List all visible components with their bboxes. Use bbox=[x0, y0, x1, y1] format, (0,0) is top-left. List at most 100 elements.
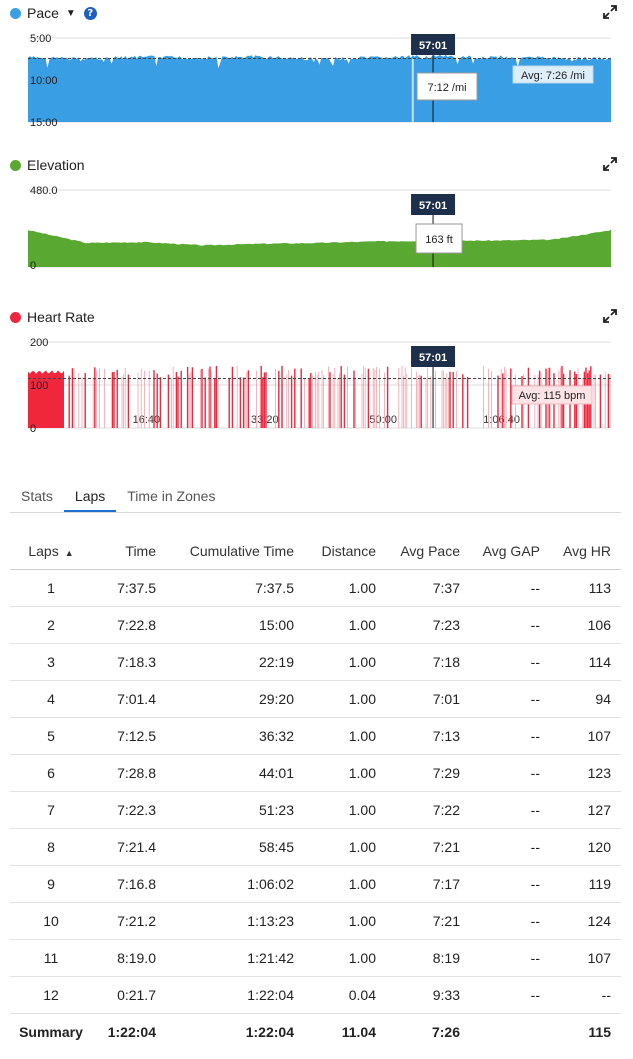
table-cell: 1.00 bbox=[304, 643, 386, 681]
table-cell: 7:21 bbox=[386, 828, 470, 866]
table-cell: 7:37.5 bbox=[166, 569, 304, 607]
table-cell: 44:01 bbox=[166, 754, 304, 792]
table-cell: 7:18 bbox=[386, 643, 470, 681]
table-cell: 1.00 bbox=[304, 828, 386, 866]
x-tick-label: 16:40 bbox=[133, 414, 161, 426]
laps-table-header: Laps ▲ Time Cumulative Time Distance Avg … bbox=[10, 533, 621, 570]
y-tick-label: 10:00 bbox=[30, 75, 58, 87]
table-cell: 7:01.4 bbox=[92, 680, 166, 718]
y-tick-label: 0 bbox=[30, 423, 36, 434]
elevation-chart-header: Elevation bbox=[10, 154, 623, 176]
expand-icon[interactable] bbox=[603, 309, 617, 323]
pace-chart[interactable]: 16:4033:2050:001:06:405:0010:0015:00Avg:… bbox=[0, 30, 633, 130]
heart-rate-area bbox=[28, 370, 64, 428]
pace-area bbox=[28, 54, 611, 123]
table-cell: 1.00 bbox=[304, 717, 386, 755]
table-row: 1 7:37.5 7:37.5 1.00 7:37 -- 113 bbox=[10, 569, 621, 607]
y-tick-label: 15:00 bbox=[30, 117, 58, 129]
table-cell: 1:22:04 bbox=[107, 1024, 156, 1040]
cursor-time-badge: 57:01 bbox=[411, 346, 456, 367]
tab-stats[interactable]: Stats bbox=[21, 488, 53, 504]
pace-chart-header: Pace ▼ ? bbox=[10, 2, 623, 24]
column-header-cumulative-time[interactable]: Cumulative Time bbox=[166, 533, 304, 570]
table-cell: 1:22:04 bbox=[245, 1024, 294, 1040]
column-header-avg-pace[interactable]: Avg Pace bbox=[386, 533, 470, 570]
table-cell: 29:20 bbox=[166, 680, 304, 718]
heart-rate-legend-dot bbox=[10, 311, 21, 323]
tab-laps[interactable]: Laps bbox=[63, 482, 117, 512]
table-cell: 1:06:02 bbox=[166, 865, 304, 903]
table-cell: -- bbox=[470, 939, 550, 977]
table-cell: 7:01 bbox=[386, 680, 470, 718]
table-row: 12 0:21.7 1:22:04 0.04 9:33 -- -- bbox=[10, 976, 621, 1014]
table-cell: 1:21:42 bbox=[166, 939, 304, 977]
table-cell: 1.00 bbox=[304, 939, 386, 977]
table-row: 11 8:19.0 1:21:42 1.00 8:19 -- 107 bbox=[10, 939, 621, 977]
pace-legend-dot bbox=[10, 7, 21, 19]
elevation-tooltip: 163 ft bbox=[415, 223, 463, 254]
column-header-avg-hr[interactable]: Avg HR bbox=[550, 533, 621, 570]
heart-rate-chart-title: Heart Rate bbox=[27, 309, 95, 325]
elevation-legend-dot bbox=[10, 159, 21, 171]
table-cell: -- bbox=[470, 976, 550, 1014]
table-cell: 1.00 bbox=[304, 902, 386, 940]
table-cell: 120 bbox=[550, 828, 621, 866]
table-cell: 7:18.3 bbox=[92, 643, 166, 681]
heart-rate-chart[interactable]: 16:4033:2050:001:06:402001000Avg: 115 bp… bbox=[0, 334, 633, 434]
table-cell: 9:33 bbox=[386, 976, 470, 1014]
pace-tooltip: 7:12 /mi bbox=[416, 72, 478, 101]
table-row: 3 7:18.3 22:19 1.00 7:18 -- 114 bbox=[10, 643, 621, 681]
table-cell: 0:21.7 bbox=[92, 976, 166, 1014]
table-cell: 5 bbox=[10, 717, 92, 755]
table-cell: 7:21.4 bbox=[92, 828, 166, 866]
table-cell: 7:13 bbox=[386, 717, 470, 755]
table-row: 6 7:28.8 44:01 1.00 7:29 -- 123 bbox=[10, 754, 621, 792]
table-cell: Summary bbox=[19, 1024, 83, 1040]
table-cell: 11.04 bbox=[341, 1024, 376, 1040]
column-header-avg-gap[interactable]: Avg GAP bbox=[470, 533, 550, 570]
table-cell: 123 bbox=[550, 754, 621, 792]
table-cell: 124 bbox=[550, 902, 621, 940]
table-cell: 4 bbox=[10, 680, 92, 718]
column-header-time[interactable]: Time bbox=[92, 533, 166, 570]
column-header-laps[interactable]: Laps ▲ bbox=[10, 533, 92, 570]
expand-icon[interactable] bbox=[603, 5, 617, 19]
table-cell: -- bbox=[470, 754, 550, 792]
table-cell: 11 bbox=[10, 939, 92, 977]
table-cell: 114 bbox=[550, 643, 621, 681]
table-cell: 7:16.8 bbox=[92, 865, 166, 903]
table-cell: 1.00 bbox=[304, 680, 386, 718]
table-cell: 7:22 bbox=[386, 791, 470, 829]
heart-rate-average-label: Avg: 115 bpm bbox=[519, 390, 586, 402]
avg-bg bbox=[512, 65, 594, 84]
table-cell: 1.00 bbox=[304, 569, 386, 607]
pace-average-label: Avg: 7:26 /mi bbox=[521, 70, 585, 82]
chevron-down-icon[interactable]: ▼ bbox=[65, 7, 76, 19]
tab-time-in-zones[interactable]: Time in Zones bbox=[127, 488, 216, 504]
table-cell: 6 bbox=[10, 754, 92, 792]
elevation-tooltip-label: 163 ft bbox=[425, 234, 453, 246]
table-cell: -- bbox=[470, 865, 550, 903]
table-cell: 106 bbox=[550, 606, 621, 644]
table-cell: 1:13:23 bbox=[166, 902, 304, 940]
table-cell: 8:19 bbox=[386, 939, 470, 977]
table-cell: 12 bbox=[10, 976, 92, 1014]
table-cell: -- bbox=[470, 717, 550, 755]
table-cell: 107 bbox=[550, 717, 621, 755]
table-cell: 107 bbox=[550, 939, 621, 977]
table-cell: 119 bbox=[550, 865, 621, 903]
table-cell: 1:22:04 bbox=[166, 976, 304, 1014]
help-icon[interactable]: ? bbox=[83, 6, 97, 20]
table-cell: -- bbox=[470, 569, 550, 607]
pace-average-badge: Avg: 7:26 /mi bbox=[512, 65, 594, 84]
table-cell: -- bbox=[470, 680, 550, 718]
table-cell: 127 bbox=[550, 791, 621, 829]
column-header-distance[interactable]: Distance bbox=[304, 533, 386, 570]
y-tick-label: 100 bbox=[30, 380, 48, 392]
table-row: 4 7:01.4 29:20 1.00 7:01 -- 94 bbox=[10, 680, 621, 718]
table-row: 2 7:22.8 15:00 1.00 7:23 -- 106 bbox=[10, 606, 621, 644]
expand-icon[interactable] bbox=[603, 157, 617, 171]
y-tick-label: 200 bbox=[30, 337, 48, 349]
table-cell: 7:29 bbox=[386, 754, 470, 792]
